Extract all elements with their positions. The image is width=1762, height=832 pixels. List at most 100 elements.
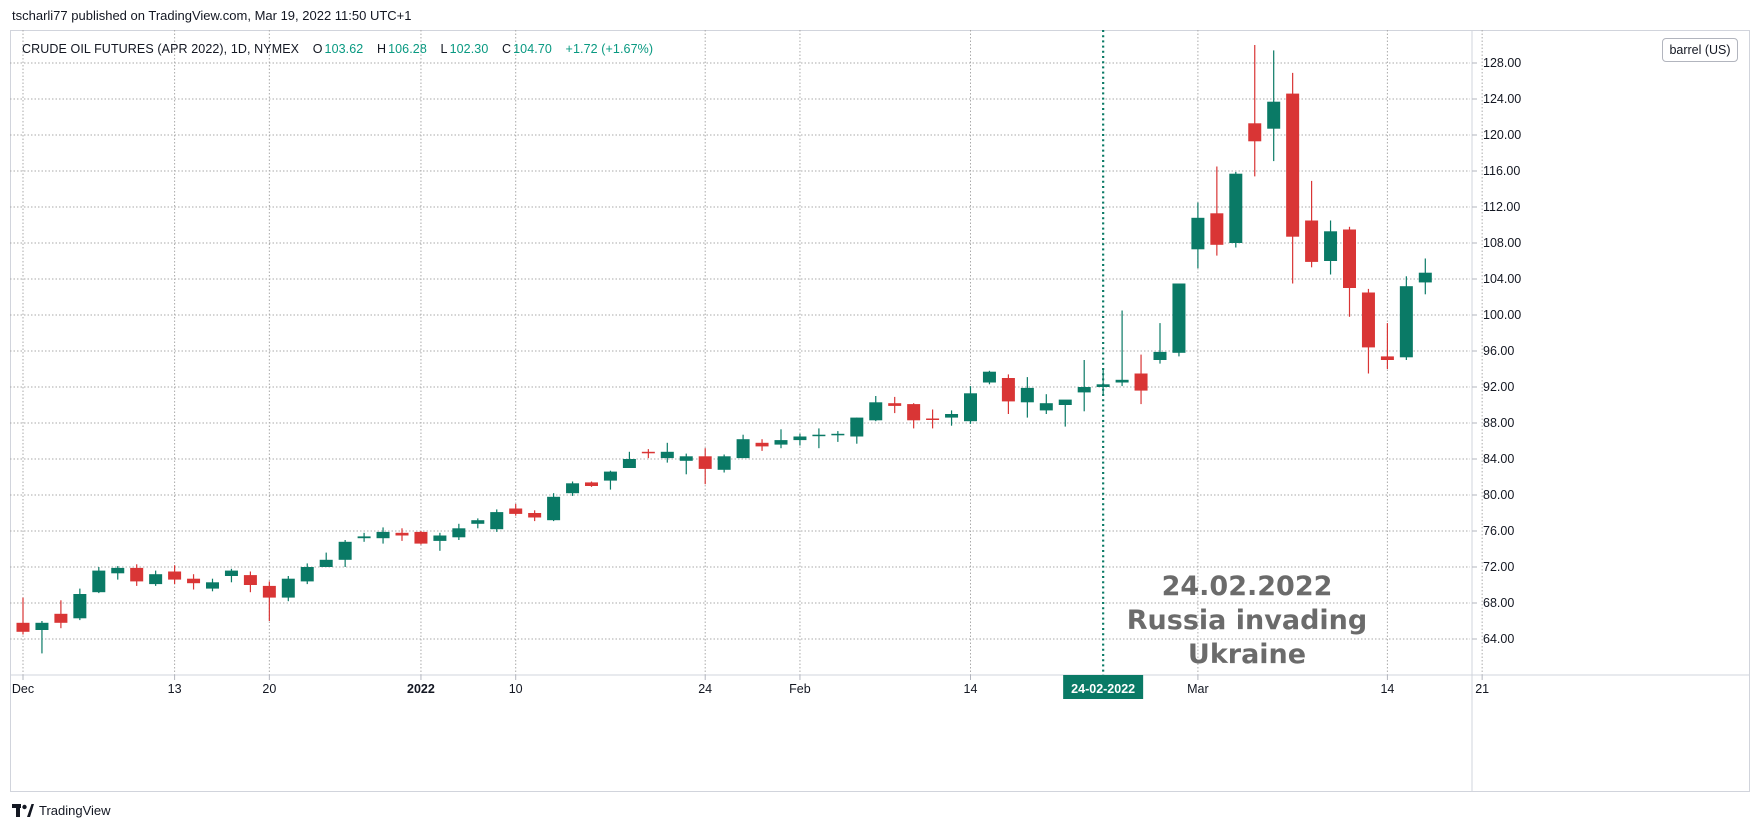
time-tick-label: Dec xyxy=(12,682,34,696)
price-tick-label: 124.00 xyxy=(1483,92,1521,106)
candle xyxy=(187,574,201,590)
change-value: +1.72 (+1.67%) xyxy=(565,42,654,56)
candle-body xyxy=(395,532,409,536)
candle-body xyxy=(92,570,106,593)
annotation-event: Russia invading xyxy=(1127,605,1367,636)
price-tick-label: 104.00 xyxy=(1483,272,1521,286)
candle xyxy=(357,532,371,542)
candle xyxy=(547,493,561,522)
candle xyxy=(907,403,921,429)
price-tick-label: 88.00 xyxy=(1483,416,1514,430)
price-unit-button[interactable]: barrel (US) xyxy=(1662,38,1738,62)
candle-body xyxy=(452,528,466,538)
candle-body xyxy=(736,439,750,459)
candle xyxy=(319,552,333,567)
publish-info: tscharli77 published on TradingView.com,… xyxy=(12,8,412,23)
price-tick-label: 72.00 xyxy=(1483,560,1514,574)
candle-body xyxy=(1324,231,1338,261)
candle-body xyxy=(490,512,504,530)
symbol-title: CRUDE OIL FUTURES (APR 2022), 1D, NYMEX xyxy=(22,42,300,56)
price-tick-label: 84.00 xyxy=(1483,452,1514,466)
candle xyxy=(1324,220,1338,275)
event-marker-badge xyxy=(1063,675,1144,699)
candle-body xyxy=(1134,373,1148,391)
candle-body xyxy=(1361,292,1375,348)
candlestick-chart[interactable]: 64.00 68.00 72.00 76.00 80.00 84.00 88.00 92.00… xyxy=(10,30,1750,792)
tradingview-logo-icon xyxy=(12,803,34,817)
candle-body xyxy=(1172,283,1186,353)
candle xyxy=(982,370,996,385)
candle xyxy=(471,518,485,529)
price-tick-label: 96.00 xyxy=(1483,344,1514,358)
event-marker-badge-label: 24-02-2022 xyxy=(1071,682,1135,696)
candle-body xyxy=(243,575,257,585)
candle xyxy=(490,509,504,532)
candle xyxy=(1020,377,1034,418)
candle xyxy=(111,566,125,580)
candle-body xyxy=(1058,399,1072,405)
footer-brand[interactable]: TradingView xyxy=(12,803,111,818)
candle xyxy=(338,540,352,567)
candle xyxy=(585,481,598,487)
candle-body xyxy=(111,567,125,574)
price-tick-label: 128.00 xyxy=(1483,56,1521,70)
candle-body xyxy=(433,535,447,541)
candle-body xyxy=(1115,379,1129,383)
candle-body xyxy=(1039,403,1053,411)
candle-body xyxy=(869,402,883,421)
candle-body xyxy=(16,622,30,632)
candle-body xyxy=(1248,123,1262,142)
candle-body xyxy=(888,403,902,406)
candle-body xyxy=(149,574,163,585)
candle xyxy=(1380,323,1394,369)
candle xyxy=(717,454,731,473)
candle-body xyxy=(262,585,276,598)
price-axis: 64.00 68.00 72.00 76.00 80.00 84.00 88.00 92.00… xyxy=(1471,30,1521,792)
candle xyxy=(926,409,940,429)
candle-body xyxy=(187,578,201,584)
candle xyxy=(1134,354,1148,405)
candle xyxy=(1229,171,1243,248)
candle-body xyxy=(679,456,693,461)
annotation: 24.02.2022 Russia invading Ukraine xyxy=(1127,571,1367,670)
candle xyxy=(1039,394,1053,414)
candle-body xyxy=(1096,384,1110,387)
candle xyxy=(736,434,750,459)
candle xyxy=(1286,72,1300,284)
candle xyxy=(1191,202,1205,269)
price-tick-label: 112.00 xyxy=(1483,200,1520,214)
candle-body xyxy=(1153,351,1167,360)
candle-body xyxy=(300,567,314,582)
price-tick-label: 120.00 xyxy=(1483,128,1521,142)
price-tick-label: 116.00 xyxy=(1483,164,1520,178)
candle xyxy=(1210,166,1224,256)
candle-body xyxy=(1286,93,1300,237)
candle xyxy=(1096,369,1110,395)
candle xyxy=(1001,374,1015,414)
candle-body xyxy=(1343,229,1356,288)
candle xyxy=(54,600,68,629)
candle-body xyxy=(206,582,219,589)
candle xyxy=(869,396,883,422)
footer-brand-text: TradingView xyxy=(39,803,111,818)
chart-frame xyxy=(10,30,1750,792)
candle-body xyxy=(547,496,561,521)
candle xyxy=(1172,283,1186,357)
candle xyxy=(1343,226,1356,317)
candle xyxy=(376,527,390,544)
candle xyxy=(964,386,977,424)
candle xyxy=(1418,258,1432,295)
price-tick-label: 92.00 xyxy=(1483,380,1514,394)
price-tick-label: 76.00 xyxy=(1483,524,1514,538)
candle-body xyxy=(509,508,523,514)
candle-body xyxy=(585,482,598,486)
candle-body xyxy=(603,471,617,481)
candle-body xyxy=(717,456,731,470)
time-tick-label: 21 xyxy=(1475,682,1489,696)
candle xyxy=(793,433,807,446)
candle xyxy=(622,451,636,468)
candle-body xyxy=(54,613,68,623)
low-label: L xyxy=(440,42,448,56)
price-tick-label: 108.00 xyxy=(1483,236,1521,250)
candle-body xyxy=(1380,356,1394,360)
